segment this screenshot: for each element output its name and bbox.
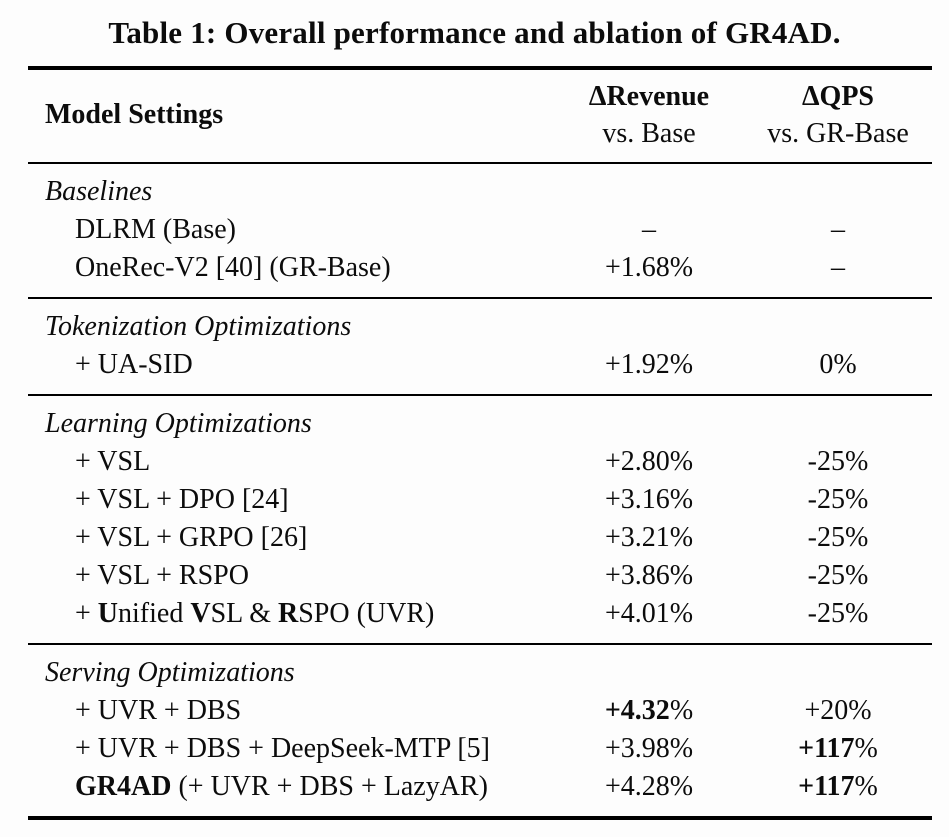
table-row: + VSL + DPO [24] +3.16% -25% bbox=[28, 481, 932, 519]
delta-qps-value: 0% bbox=[819, 349, 857, 380]
delta-qps-value: – bbox=[831, 252, 845, 283]
section-divider-rule bbox=[28, 394, 932, 396]
delta-revenue-value: +3.98% bbox=[604, 733, 694, 764]
results-table: Model Settings ΔRevenue vs. Base ΔQPS vs… bbox=[28, 66, 932, 820]
delta-qps-value: +117% bbox=[798, 771, 878, 802]
delta-qps-value: -25% bbox=[807, 598, 869, 629]
column-header-qps: ΔQPS vs. GR-Base bbox=[744, 78, 932, 152]
table-row: DLRM (Base) – – bbox=[28, 211, 932, 249]
delta-revenue-value: +2.80% bbox=[604, 446, 694, 477]
table-header-row: Model Settings ΔRevenue vs. Base ΔQPS vs… bbox=[28, 70, 932, 162]
delta-revenue-value: +4.01% bbox=[604, 598, 694, 629]
section-header: Tokenization Optimizations bbox=[45, 311, 352, 342]
delta-qps-value: -25% bbox=[807, 446, 869, 477]
table-caption: Table 1: Overall performance and ablatio… bbox=[108, 15, 841, 50]
model-setting-label: + UVR + DBS + DeepSeek-MTP [5] bbox=[75, 733, 490, 764]
table-row: + VSL + RSPO +3.86% -25% bbox=[28, 557, 932, 595]
delta-revenue-value: +4.28% bbox=[604, 771, 694, 802]
rule-below-header bbox=[28, 162, 932, 164]
section-header: Learning Optimizations bbox=[45, 408, 312, 439]
delta-qps-value: -25% bbox=[807, 560, 869, 591]
table-body: Baselines DLRM (Base) – – OneRec-V2 [40] (GR… bbox=[28, 164, 932, 816]
table-row: OneRec-V2 [40] (GR-Base) +1.68% – bbox=[28, 249, 932, 287]
section-divider-rule bbox=[28, 297, 932, 299]
delta-qps-value: +20% bbox=[804, 695, 872, 726]
table-row: GR4AD (+ UVR + DBS + LazyAR) +4.28% +117% bbox=[28, 768, 932, 806]
delta-revenue-value: +3.86% bbox=[604, 560, 694, 591]
delta-revenue-value: – bbox=[642, 214, 656, 245]
delta-qps-value: -25% bbox=[807, 522, 869, 553]
model-setting-label: + VSL + DPO [24] bbox=[75, 484, 289, 515]
delta-qps-value: – bbox=[831, 214, 845, 245]
rule-bottom bbox=[28, 816, 932, 820]
model-setting-label: + UA-SID bbox=[75, 349, 193, 380]
section-header: Serving Optimizations bbox=[45, 657, 295, 688]
model-setting-label: + VSL bbox=[75, 446, 151, 477]
column-header-qps-sublabel: vs. GR-Base bbox=[767, 118, 909, 149]
table-section: Baselines DLRM (Base) – – OneRec-V2 [40] (GR… bbox=[28, 164, 932, 297]
table-section: Learning Optimizations + VSL +2.80% -25% + V… bbox=[28, 396, 932, 643]
model-setting-label: DLRM (Base) bbox=[75, 214, 236, 245]
delta-revenue-value: +4.32% bbox=[604, 695, 694, 726]
delta-revenue-value: +3.16% bbox=[604, 484, 694, 515]
model-setting-label: + Unified VSL & RSPO (UVR) bbox=[75, 598, 435, 629]
column-header-revenue: ΔRevenue vs. Base bbox=[554, 78, 744, 152]
column-header-qps-label: ΔQPS bbox=[801, 81, 874, 112]
column-header-revenue-sublabel: vs. Base bbox=[602, 118, 696, 149]
rule-top bbox=[28, 66, 932, 70]
column-header-model-settings: Model Settings bbox=[45, 99, 224, 130]
column-header-revenue-label: ΔRevenue bbox=[588, 81, 710, 112]
table-row: + UA-SID +1.92% 0% bbox=[28, 346, 932, 384]
table-row: + UVR + DBS +4.32% +20% bbox=[28, 692, 932, 730]
model-setting-label: + VSL + GRPO [26] bbox=[75, 522, 308, 553]
model-setting-label: + UVR + DBS bbox=[75, 695, 242, 726]
delta-revenue-value: +1.68% bbox=[604, 252, 694, 283]
table-row: + VSL + GRPO [26] +3.21% -25% bbox=[28, 519, 932, 557]
delta-qps-value: -25% bbox=[807, 484, 869, 515]
model-setting-label: + VSL + RSPO bbox=[75, 560, 249, 591]
table-section: Tokenization Optimizations + UA-SID +1.92%… bbox=[28, 299, 932, 394]
model-setting-label: GR4AD (+ UVR + DBS + LazyAR) bbox=[75, 771, 488, 802]
delta-revenue-value: +3.21% bbox=[604, 522, 694, 553]
table-section: Serving Optimizations + UVR + DBS +4.32% +2… bbox=[28, 645, 932, 816]
table-row: + Unified VSL & RSPO (UVR) +4.01% -25% bbox=[28, 595, 932, 633]
delta-qps-value: +117% bbox=[798, 733, 878, 764]
section-header: Baselines bbox=[45, 176, 153, 207]
delta-revenue-value: +1.92% bbox=[604, 349, 694, 380]
table-row: + UVR + DBS + DeepSeek-MTP [5] +3.98% +117… bbox=[28, 730, 932, 768]
table-row: + VSL +2.80% -25% bbox=[28, 443, 932, 481]
model-setting-label: OneRec-V2 [40] (GR-Base) bbox=[75, 252, 391, 283]
section-divider-rule bbox=[28, 643, 932, 645]
